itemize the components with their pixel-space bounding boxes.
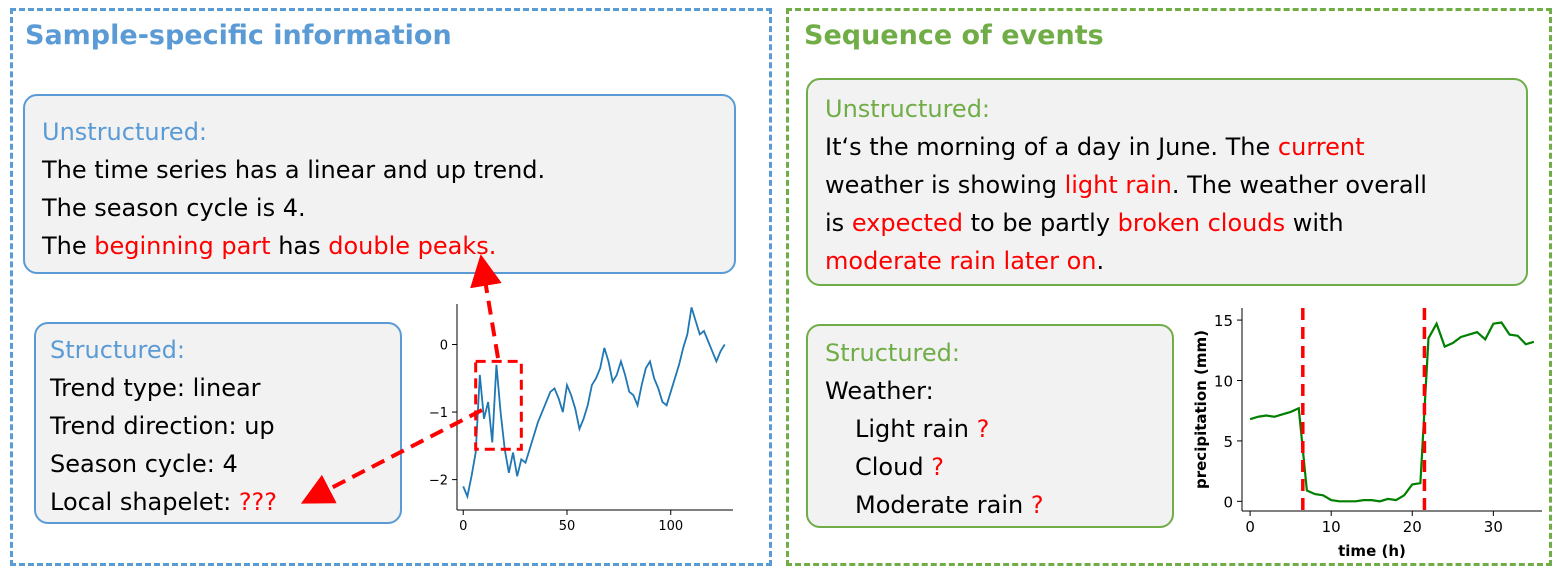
sequence-of-events-panel bbox=[786, 8, 1552, 566]
question-mark: ? bbox=[931, 453, 944, 481]
right-unstructured-heading: Unstructured: bbox=[825, 95, 991, 123]
highlight-moderate-rain: moderate rain later on bbox=[825, 247, 1097, 275]
weather-label: Weather: bbox=[825, 377, 934, 405]
sample-specific-panel bbox=[10, 8, 772, 566]
left-structured-heading: Structured: bbox=[50, 336, 185, 364]
highlight-beginning-part: beginning part bbox=[94, 232, 271, 260]
right-unstructured-line-4: moderate rain later on. bbox=[825, 247, 1105, 275]
right-unstructured-line-2: weather is showing light rain. The weath… bbox=[825, 171, 1427, 199]
left-unstructured-line-2: The season cycle is 4. bbox=[42, 194, 306, 222]
weather-item-cloud: Cloud ? bbox=[855, 453, 944, 481]
left-unstructured-heading: Unstructured: bbox=[42, 118, 208, 146]
highlight-expected: expected bbox=[851, 209, 963, 237]
left-unstructured-line-3: The beginning part has double peaks. bbox=[42, 232, 497, 260]
highlight-light-rain: light rain bbox=[1064, 171, 1172, 199]
highlight-double-peaks: double peaks. bbox=[328, 232, 497, 260]
right-unstructured-line-3: is expected to be partly broken clouds w… bbox=[825, 209, 1344, 237]
structured-item-trend-direction: Trend direction: up bbox=[50, 412, 275, 440]
right-structured-heading: Structured: bbox=[825, 339, 960, 367]
structured-item-trend-type: Trend type: linear bbox=[50, 374, 261, 402]
right-unstructured-line-1: It‘s the morning of a day in June. The c… bbox=[825, 133, 1365, 161]
left-panel-title: Sample-specific information bbox=[25, 20, 452, 51]
question-mark: ? bbox=[1030, 491, 1044, 519]
structured-item-season-cycle: Season cycle: 4 bbox=[50, 450, 238, 478]
unknown-shapelet-marker: ??? bbox=[238, 488, 278, 516]
highlight-current: current bbox=[1277, 133, 1365, 161]
question-mark: ? bbox=[976, 415, 990, 443]
left-unstructured-line-1: The time series has a linear and up tren… bbox=[42, 156, 546, 184]
weather-item-moderate-rain: Moderate rain ? bbox=[855, 491, 1044, 519]
right-panel-title: Sequence of events bbox=[804, 20, 1104, 51]
highlight-broken-clouds: broken clouds bbox=[1117, 209, 1286, 237]
right-unstructured-box: Unstructured: It‘s the morning of a day … bbox=[806, 78, 1528, 286]
left-unstructured-box: Unstructured: The time series has a line… bbox=[23, 94, 736, 274]
left-structured-box: Structured: Trend type: linear Trend dir… bbox=[34, 322, 402, 524]
right-structured-box: Structured: Weather: Light rain ? Cloud … bbox=[806, 324, 1174, 528]
weather-item-light-rain: Light rain ? bbox=[855, 415, 990, 443]
structured-item-local-shapelet: Local shapelet: ??? bbox=[50, 488, 278, 516]
